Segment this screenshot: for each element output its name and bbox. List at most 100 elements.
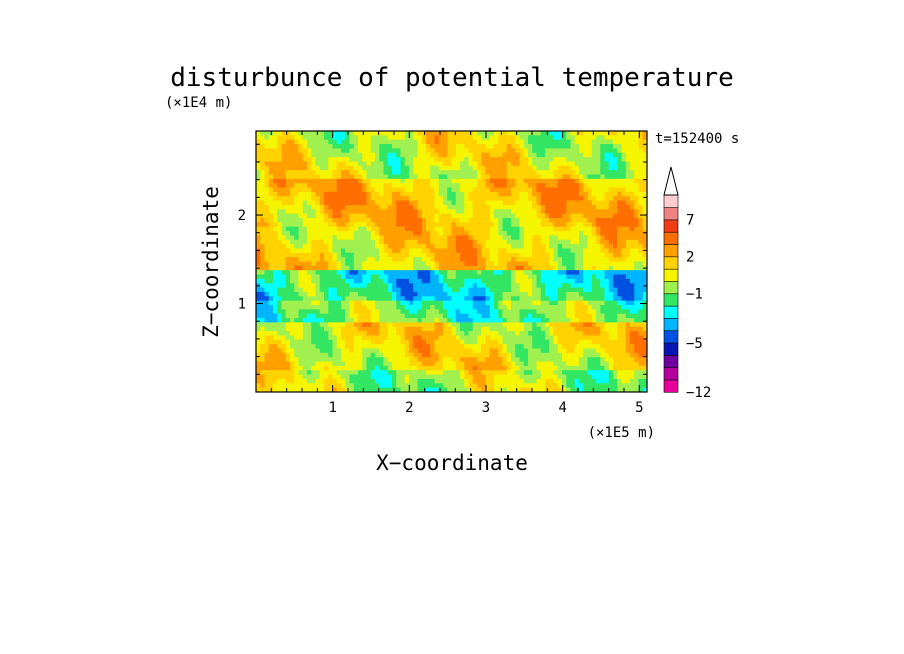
- contour-cell: [417, 344, 423, 350]
- contour-cell: [430, 213, 436, 219]
- contour-cell: [268, 200, 274, 206]
- contour-cell: [426, 231, 431, 236]
- contour-cell: [579, 178, 584, 184]
- contour-cell: [315, 318, 321, 323]
- contour-cell: [273, 213, 278, 219]
- contour-cell: [443, 352, 448, 358]
- contour-cell: [523, 326, 529, 332]
- contour-cell: [460, 283, 465, 289]
- contour-cell: [409, 213, 414, 219]
- contour-cell: [353, 322, 359, 328]
- contour-cell: [430, 165, 436, 171]
- contour-cell: [336, 170, 342, 176]
- contour-cell: [498, 231, 504, 236]
- contour-cell: [451, 326, 457, 332]
- contour-cell: [515, 309, 521, 315]
- contour-cell: [587, 135, 593, 141]
- contour-cell: [345, 291, 351, 297]
- contour-cell: [294, 348, 300, 354]
- contour-cell: [596, 348, 601, 354]
- contour-cell: [613, 222, 618, 228]
- contour-cell: [502, 144, 508, 149]
- contour-cell: [608, 187, 614, 193]
- contour-cell: [481, 335, 487, 341]
- contour-cell: [277, 365, 283, 371]
- contour-cell: [455, 204, 461, 210]
- contour-cell: [532, 257, 538, 263]
- contour-cell: [273, 226, 278, 232]
- contour-cell: [506, 139, 512, 145]
- contour-cell: [515, 148, 521, 154]
- contour-cell: [349, 270, 355, 276]
- contour-cell: [290, 204, 295, 210]
- contour-cell: [557, 261, 563, 267]
- contour-cell: [502, 196, 508, 202]
- contour-cell: [579, 218, 584, 223]
- contour-cell: [336, 218, 342, 223]
- contour-cell: [387, 148, 393, 154]
- contour-cell: [319, 361, 325, 367]
- contour-cell: [630, 265, 635, 271]
- contour-cell: [336, 322, 342, 328]
- contour-cell: [383, 291, 389, 297]
- contour-cell: [400, 331, 406, 337]
- contour-cell: [621, 157, 627, 163]
- contour-cell: [553, 257, 559, 263]
- contour-cell: [511, 244, 516, 250]
- contour-cell: [634, 300, 640, 306]
- contour-cell: [362, 287, 368, 293]
- contour-cell: [515, 296, 521, 302]
- contour-cell: [642, 183, 647, 189]
- contour-cell: [426, 183, 431, 189]
- contour-cell: [349, 152, 355, 158]
- contour-cell: [443, 187, 448, 193]
- contour-cell: [362, 183, 368, 189]
- contour-cell: [383, 226, 389, 232]
- contour-cell: [332, 152, 338, 158]
- contour-cell: [302, 344, 308, 350]
- contour-cell: [625, 296, 631, 302]
- contour-cell: [404, 161, 410, 167]
- contour-cell: [426, 287, 431, 293]
- contour-cell: [285, 261, 291, 267]
- contour-cell: [485, 335, 491, 341]
- contour-cell: [596, 300, 601, 306]
- contour-cell: [379, 244, 385, 250]
- contour-cell: [634, 187, 640, 193]
- contour-cell: [387, 309, 393, 315]
- contour-cell: [434, 344, 440, 350]
- contour-cell: [302, 313, 308, 319]
- contour-cell: [438, 200, 444, 206]
- contour-cell: [617, 257, 623, 263]
- contour-cell: [481, 257, 487, 263]
- contour-cell: [387, 196, 393, 202]
- contour-cell: [383, 209, 389, 215]
- contour-cell: [417, 283, 423, 289]
- contour-cell: [460, 200, 465, 206]
- contour-cell: [315, 244, 321, 250]
- contour-cell: [557, 196, 563, 202]
- contour-cell: [341, 135, 346, 141]
- contour-cell: [285, 183, 291, 189]
- contour-cell: [634, 222, 640, 228]
- contour-cell: [285, 204, 291, 210]
- contour-cell: [396, 339, 402, 345]
- contour-cell: [430, 187, 436, 193]
- contour-cell: [443, 183, 448, 189]
- contour-cell: [362, 339, 368, 345]
- contour-cell: [642, 339, 647, 345]
- contour-cell: [366, 239, 372, 245]
- contour-cell: [536, 148, 542, 154]
- contour-cell: [528, 200, 533, 206]
- contour-cell: [353, 248, 359, 254]
- contour-cell: [260, 335, 266, 341]
- contour-cell: [345, 287, 351, 293]
- contour-cell: [336, 226, 342, 232]
- contour-cell: [540, 361, 546, 367]
- contour-cell: [307, 204, 312, 210]
- contour-cell: [332, 331, 338, 337]
- contour-cell: [417, 331, 423, 337]
- contour-cell: [290, 178, 295, 184]
- contour-cell: [532, 300, 538, 306]
- contour-cell: [587, 209, 593, 215]
